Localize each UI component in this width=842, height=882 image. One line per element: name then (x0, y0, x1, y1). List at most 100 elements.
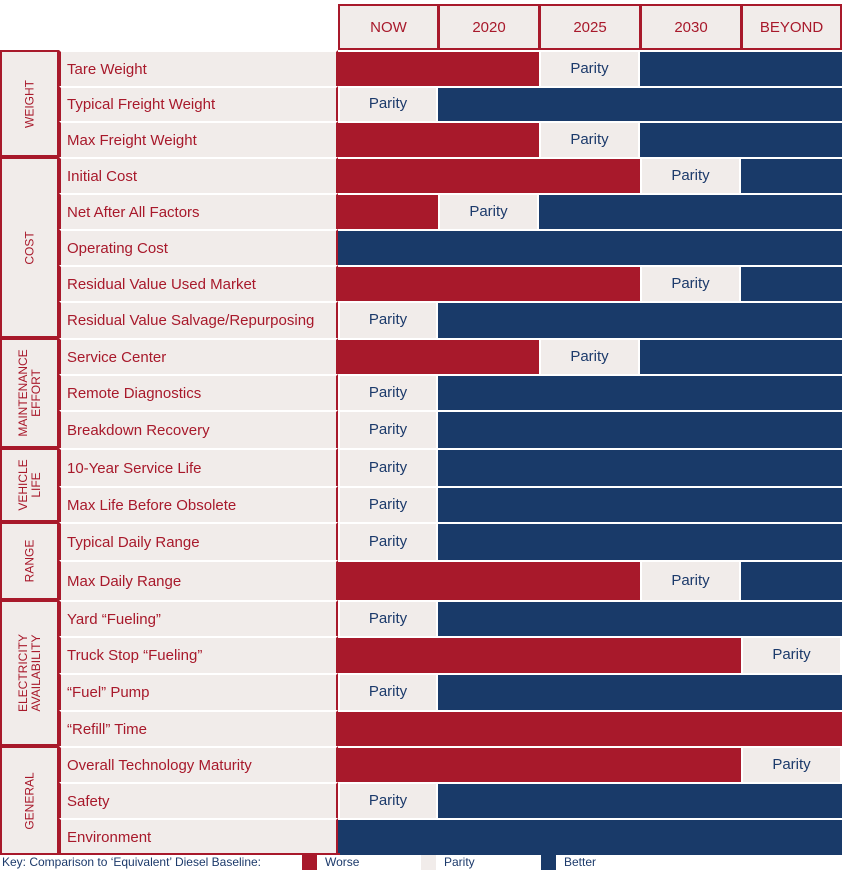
parity-label: Parity (671, 166, 710, 184)
cell-better (741, 157, 842, 193)
legend-item-parity: Parity (421, 854, 475, 870)
parity-label: Parity (469, 202, 508, 220)
cell-worse (438, 157, 539, 193)
parity-label: Parity (368, 458, 408, 476)
row-label: 10-Year Service Life (59, 448, 338, 486)
cell-worse (338, 157, 438, 193)
row-label: “Refill” Time (59, 710, 338, 746)
cell-worse (338, 746, 438, 782)
cell-better (640, 374, 741, 410)
group-label: GENERAL (0, 746, 59, 855)
cell-worse (438, 710, 539, 746)
cell-better (741, 522, 842, 560)
cell-better (640, 410, 741, 448)
cell-worse (438, 338, 539, 374)
cell-worse (640, 746, 741, 782)
cell-better (640, 486, 741, 522)
row-label: Service Center (59, 338, 338, 374)
column-header-2025: 2025 (539, 4, 641, 50)
cell-parity (338, 301, 438, 338)
cell-better (741, 229, 842, 265)
cell-better (640, 121, 741, 157)
cell-better (640, 50, 741, 86)
cell-better (438, 410, 539, 448)
parity-label: Parity (368, 532, 408, 550)
cell-better (741, 486, 842, 522)
cell-worse (438, 121, 539, 157)
cell-better (741, 265, 842, 301)
cell-worse (338, 265, 438, 301)
group-label-text: GENERAL (22, 771, 36, 830)
cell-better (539, 229, 640, 265)
cell-parity (741, 746, 842, 782)
cell-better (438, 229, 539, 265)
cell-better (741, 448, 842, 486)
cell-parity (338, 522, 438, 560)
cell-better (741, 301, 842, 338)
cell-parity (338, 448, 438, 486)
group-label-text: VEHICLE LIFE (15, 459, 43, 511)
cell-parity (338, 486, 438, 522)
cell-parity (338, 86, 438, 121)
cell-worse (640, 710, 741, 746)
parity-label: Parity (671, 274, 710, 292)
cell-better (640, 338, 741, 374)
cell-worse (741, 710, 842, 746)
cell-better (640, 782, 741, 818)
row-label: Typical Freight Weight (59, 86, 338, 121)
cell-parity (640, 265, 741, 301)
parity-label: Parity (671, 571, 710, 589)
legend-item-worse: Worse (302, 854, 360, 870)
cell-better (539, 486, 640, 522)
parity-label: Parity (772, 646, 811, 663)
row-label: Net After All Factors (59, 193, 338, 229)
row-label: Max Daily Range (59, 560, 338, 600)
cell-parity (438, 193, 539, 229)
group-label-text: ELECTRICITY AVAILABILITY (15, 633, 43, 713)
cell-better (539, 522, 640, 560)
cell-better (539, 818, 640, 855)
legend-label-better: Better (564, 855, 597, 869)
cell-better (438, 600, 539, 636)
cell-better (741, 121, 842, 157)
cell-better (539, 86, 640, 121)
cell-better (741, 600, 842, 636)
row-label: Safety (59, 782, 338, 818)
cell-better (741, 818, 842, 855)
cell-parity (338, 600, 438, 636)
cell-better (741, 86, 842, 121)
group-label: ELECTRICITY AVAILABILITY (0, 600, 59, 746)
row-label: Initial Cost (59, 157, 338, 193)
group-label-text: COST (22, 230, 36, 265)
parity-label: Parity (368, 791, 408, 809)
row-label: Operating Cost (59, 229, 338, 265)
row-label: Residual Value Salvage/Repurposing (59, 301, 338, 338)
cell-better (438, 673, 539, 710)
legend-label-worse: Worse (325, 855, 360, 869)
cell-better (741, 673, 842, 710)
parity-label: Parity (570, 130, 609, 148)
row-label: Yard “Fueling” (59, 600, 338, 636)
cell-better (640, 86, 741, 121)
cell-worse (338, 121, 438, 157)
cell-worse (539, 710, 640, 746)
parity-label: Parity (570, 347, 609, 365)
cell-better (338, 818, 438, 855)
cell-worse (539, 636, 640, 673)
group-label: WEIGHT (0, 50, 59, 157)
cell-worse (539, 265, 640, 301)
cell-better (438, 522, 539, 560)
row-label: Breakdown Recovery (59, 410, 338, 448)
cell-parity (640, 560, 741, 600)
cell-better (539, 673, 640, 710)
cell-worse (338, 560, 438, 600)
column-header-2020: 2020 (438, 4, 540, 50)
row-label: Overall Technology Maturity (59, 746, 338, 782)
column-header-beyond: BEYOND (741, 4, 842, 50)
cell-worse (438, 50, 539, 86)
parity-label: Parity (570, 59, 609, 77)
row-label: Environment (59, 818, 338, 855)
cell-better (741, 410, 842, 448)
cell-parity (741, 636, 842, 673)
row-label: Remote Diagnostics (59, 374, 338, 410)
